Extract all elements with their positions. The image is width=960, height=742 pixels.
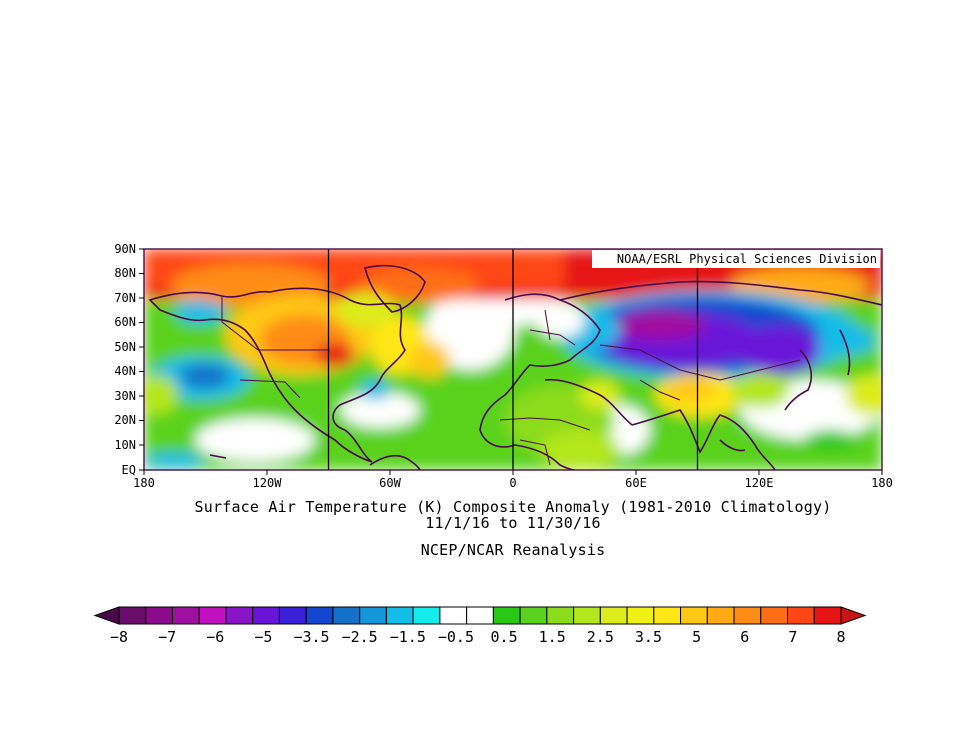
colorbar-swatch xyxy=(680,606,708,625)
lon-label-60e: 60E xyxy=(625,476,647,490)
lon-label-120w: 120W xyxy=(252,476,282,490)
colorbar-label: −5 xyxy=(254,628,273,646)
colorbar-swatch xyxy=(733,606,762,625)
colorbar-label: 1.5 xyxy=(538,628,566,646)
colorbar-swatch xyxy=(171,606,200,625)
colorbar-label: −8 xyxy=(109,628,129,646)
colorbar-swatch xyxy=(492,606,521,625)
colorbar-label: 6 xyxy=(740,628,750,646)
colorbar-swatch xyxy=(519,606,548,625)
colorbar-swatch xyxy=(359,606,387,625)
lat-label-60n: 60N xyxy=(114,315,136,329)
lon-label-60w: 60W xyxy=(379,476,401,490)
date-range: 11/1/16 to 11/30/16 xyxy=(425,514,601,532)
lon-label-180w: 180 xyxy=(133,476,155,490)
lat-label-90n: 90N xyxy=(114,242,136,256)
colorbar-swatch xyxy=(305,606,334,625)
colorbar-swatch xyxy=(145,606,173,625)
colorbar-arrow-high xyxy=(840,606,867,625)
colorbar-swatch xyxy=(706,606,735,625)
colorbar-label: 2.5 xyxy=(586,628,614,646)
colorbar-label: 8 xyxy=(836,628,846,646)
lon-label-180e: 180 xyxy=(871,476,893,490)
colorbar-label: 7 xyxy=(788,628,798,646)
lon-label-120e: 120E xyxy=(744,476,774,490)
lat-label-30n: 30N xyxy=(114,389,136,403)
colorbar-swatch xyxy=(760,606,789,625)
colorbar-swatch xyxy=(252,606,280,625)
colorbar-label: 3.5 xyxy=(634,628,662,646)
coastlines xyxy=(148,264,882,470)
colorbar-arrow-low xyxy=(93,606,120,625)
colorbar-label: −7 xyxy=(158,628,177,646)
colorbar-label: −6 xyxy=(206,628,225,646)
colorbar-swatch xyxy=(599,606,628,625)
meridian-lines xyxy=(327,249,699,470)
lat-label-10n: 10N xyxy=(114,438,136,452)
colorbar-swatch xyxy=(653,606,682,625)
country-borders xyxy=(221,296,801,466)
colorbar-swatch xyxy=(278,606,307,625)
colorbar-swatch xyxy=(385,606,414,625)
lon-label-0: 0 xyxy=(509,476,517,490)
figure-title: Surface Air Temperature (K) Composite An… xyxy=(194,498,832,516)
credit-label: NOAA/ESRL Physical Sciences Division xyxy=(592,250,880,268)
anomaly-field xyxy=(144,249,882,470)
colorbar-swatch xyxy=(813,606,842,625)
colorbar-label: −0.5 xyxy=(437,628,474,646)
colorbar xyxy=(93,606,867,625)
lat-label-50n: 50N xyxy=(114,340,136,354)
colorbar-swatch xyxy=(118,606,147,625)
lat-label-eq: EQ xyxy=(121,463,136,477)
colorbar-label: 5 xyxy=(692,628,702,646)
colorbar-label: −3.5 xyxy=(293,628,330,646)
colorbar-swatch xyxy=(573,606,601,625)
dataset-label: NCEP/NCAR Reanalysis xyxy=(420,541,606,559)
colorbar-swatch xyxy=(332,606,361,625)
colorbar-label: −2.5 xyxy=(341,628,378,646)
lat-label-40n: 40N xyxy=(114,364,136,378)
colorbar-label: 0.5 xyxy=(490,628,518,646)
colorbar-swatch xyxy=(198,606,227,625)
colorbar-swatch xyxy=(626,606,655,625)
lat-label-20n: 20N xyxy=(114,413,136,427)
colorbar-swatch xyxy=(787,606,815,625)
colorbar-swatch xyxy=(412,606,441,625)
colorbar-swatch xyxy=(225,606,254,625)
lat-label-70n: 70N xyxy=(114,291,136,305)
axis-ticks xyxy=(139,248,883,475)
colorbar-label: −1.5 xyxy=(389,628,426,646)
colorbar-swatch xyxy=(439,606,468,625)
colorbar-swatch xyxy=(466,606,494,625)
colorbar-swatch xyxy=(546,606,575,625)
lat-label-80n: 80N xyxy=(114,266,136,280)
